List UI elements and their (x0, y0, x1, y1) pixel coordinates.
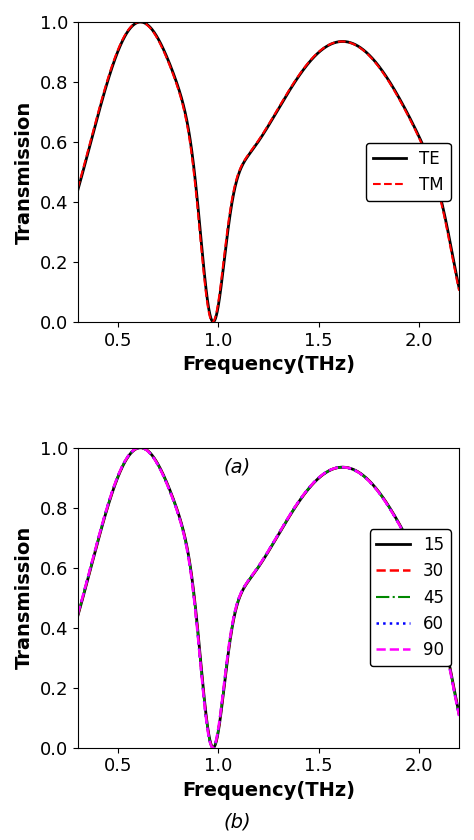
TM (220, 259, 226, 269)
30 (460, 725, 466, 735)
60 (137, 443, 143, 453)
TM (237, 164, 243, 174)
90 (137, 443, 143, 453)
60 (210, 743, 216, 753)
45 (460, 726, 466, 736)
60 (411, 547, 417, 557)
Text: (a): (a) (223, 458, 251, 477)
30 (137, 443, 143, 453)
45 (71, 624, 77, 634)
90 (460, 727, 466, 737)
15 (137, 443, 143, 453)
45 (220, 687, 226, 697)
30 (210, 743, 216, 753)
TE (411, 120, 417, 130)
Line: 30: 30 (74, 448, 463, 748)
45 (411, 547, 417, 557)
Legend: TE, TM: TE, TM (366, 143, 451, 201)
60 (71, 623, 77, 633)
TM (210, 317, 216, 327)
90 (453, 694, 458, 704)
15 (460, 725, 466, 735)
Y-axis label: Transmission: Transmission (15, 100, 34, 244)
30 (237, 591, 243, 601)
45 (453, 693, 458, 703)
Legend: 15, 30, 45, 60, 90: 15, 30, 45, 60, 90 (370, 529, 451, 666)
45 (137, 443, 143, 453)
45 (138, 443, 144, 453)
60 (220, 686, 226, 696)
15 (237, 591, 243, 601)
60 (237, 590, 243, 600)
30 (138, 443, 144, 453)
15 (453, 691, 458, 701)
90 (210, 743, 216, 753)
Text: (b): (b) (223, 812, 251, 832)
60 (453, 694, 458, 704)
60 (460, 726, 466, 736)
TM (460, 301, 466, 311)
30 (411, 547, 417, 557)
TE (237, 165, 243, 175)
Y-axis label: Transmission: Transmission (15, 526, 34, 669)
90 (220, 685, 226, 696)
60 (115, 470, 121, 480)
30 (115, 471, 121, 481)
TE (138, 17, 144, 27)
30 (220, 688, 226, 698)
60 (138, 443, 144, 453)
45 (210, 743, 216, 753)
45 (115, 470, 121, 480)
TM (137, 17, 143, 27)
15 (220, 690, 226, 700)
Line: TE: TE (74, 22, 463, 322)
TE (210, 317, 216, 327)
Line: 60: 60 (74, 448, 463, 748)
TE (460, 299, 466, 309)
15 (210, 743, 216, 753)
15 (115, 471, 121, 481)
TE (453, 266, 458, 276)
90 (138, 443, 144, 453)
TM (138, 17, 144, 27)
45 (237, 590, 243, 600)
90 (115, 470, 121, 480)
TE (220, 264, 226, 274)
15 (138, 443, 144, 453)
TM (71, 197, 77, 207)
TE (137, 17, 143, 27)
30 (71, 624, 77, 634)
90 (411, 548, 417, 558)
90 (71, 623, 77, 633)
TE (71, 199, 77, 209)
TM (453, 269, 458, 279)
15 (411, 546, 417, 556)
TM (411, 122, 417, 132)
30 (453, 693, 458, 703)
90 (237, 590, 243, 600)
X-axis label: Frequency(THz): Frequency(THz) (182, 355, 355, 374)
TE (115, 45, 121, 55)
Line: TM: TM (74, 22, 463, 322)
Line: 90: 90 (74, 448, 463, 748)
Line: 45: 45 (74, 448, 463, 748)
X-axis label: Frequency(THz): Frequency(THz) (182, 781, 355, 800)
15 (71, 625, 77, 635)
Line: 15: 15 (74, 448, 463, 748)
TM (115, 45, 121, 55)
